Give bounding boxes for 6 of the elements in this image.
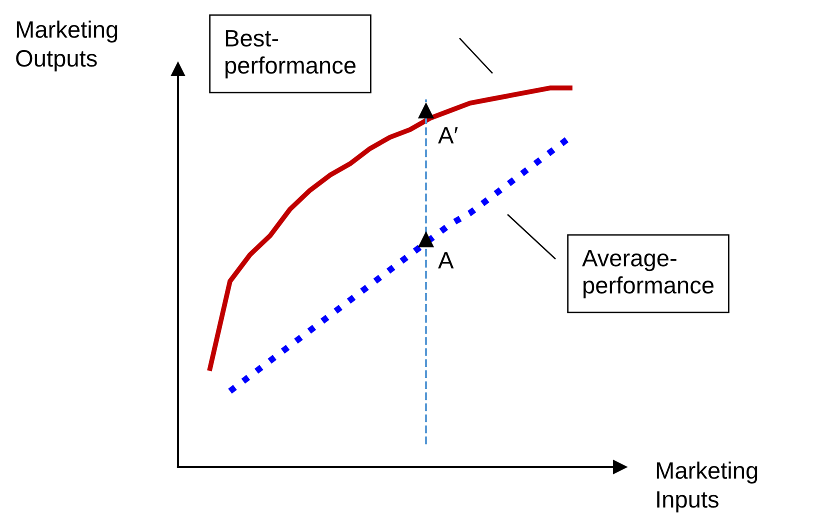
annotation: A xyxy=(438,252,454,268)
text: Average- performance xyxy=(582,250,714,298)
text: Best- performance xyxy=(226,30,356,78)
x-axis-title: Marketing Inputs xyxy=(656,462,758,512)
y-axis-title: Marketing Outputs xyxy=(16,20,118,72)
annotation: A′ xyxy=(438,127,458,144)
